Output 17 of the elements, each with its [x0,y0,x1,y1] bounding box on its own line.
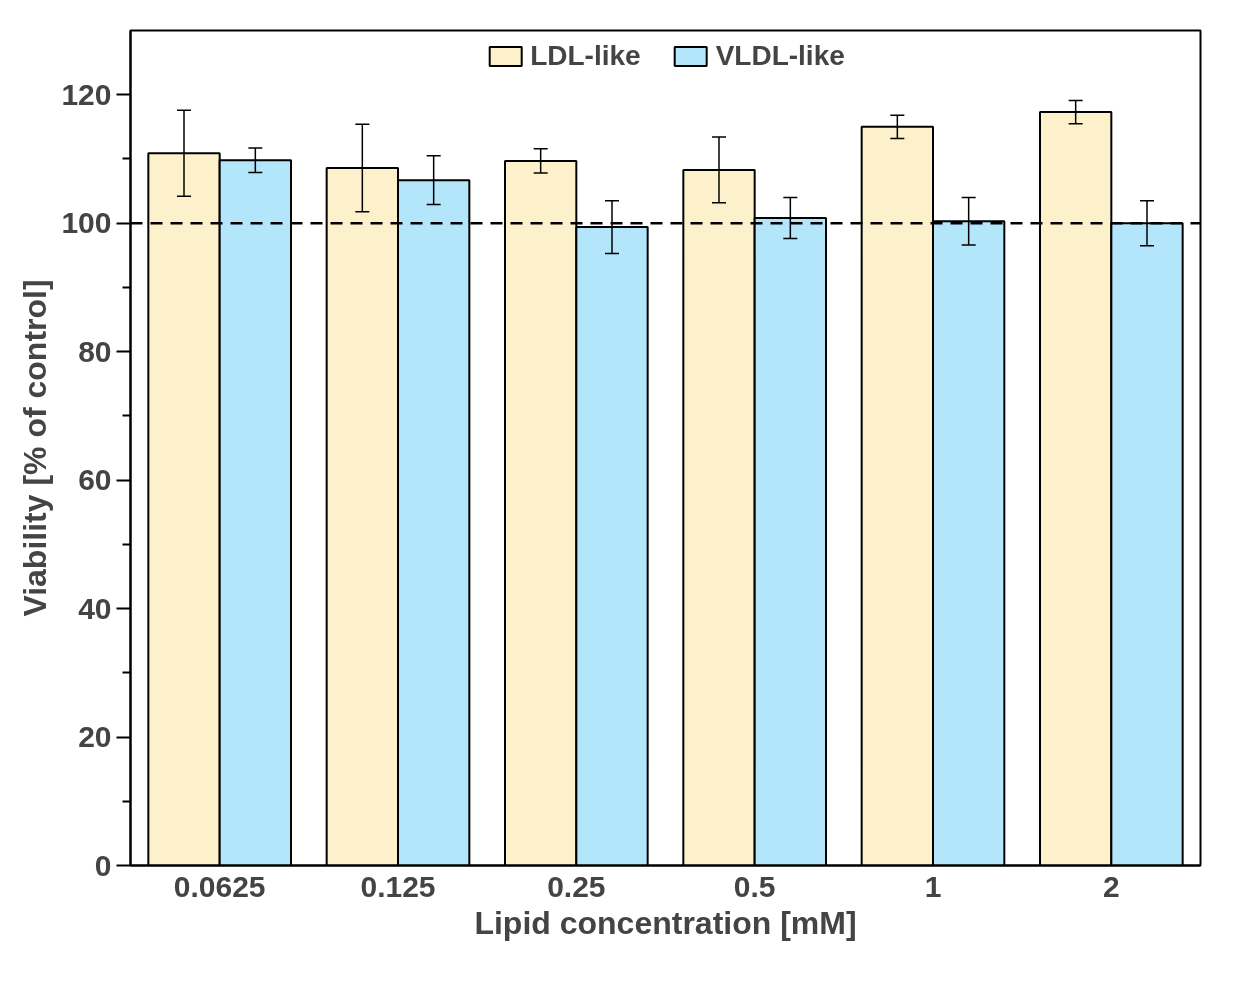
x-tick-label: 0.0625 [173,869,266,903]
legend-label: LDL-like [530,40,641,72]
y-tick-label: 60 [78,463,112,497]
x-tick-label: 0.125 [360,869,436,903]
legend-label: VLDL-like [715,40,845,72]
x-tick-label: 1 [924,869,942,903]
x-tick-label: 0.5 [733,869,776,903]
y-tick-label: 100 [61,206,112,240]
x-tick-label: 2 [1102,869,1120,903]
x-tick-label: 0.25 [547,869,606,903]
y-tick-label: 0 [94,848,112,882]
y-tick-label: 40 [78,591,112,625]
x-axis-title: Lipid concentration [mM] [474,904,857,941]
y-tick-label: 20 [78,720,112,754]
y-axis-title: Viability [% of control] [17,279,54,617]
y-tick-label: 120 [61,77,112,111]
y-tick-label: 80 [78,334,112,368]
